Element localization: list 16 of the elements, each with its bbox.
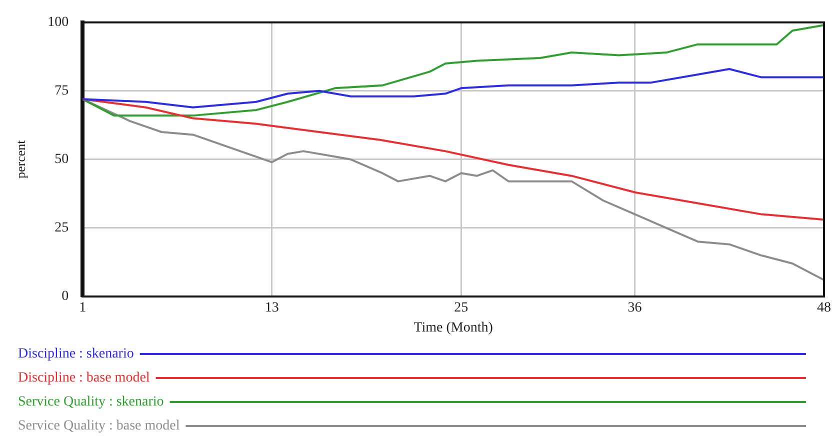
- y-axis-title: percent: [13, 140, 28, 179]
- text: Service Quality : skenario: [18, 394, 164, 410]
- x-tick-label: 1: [79, 300, 86, 316]
- x-tick-label: 36: [628, 300, 642, 316]
- y-tick-label: 25: [54, 220, 69, 236]
- y-tick-label: 100: [48, 15, 69, 30]
- x-tick-label: 48: [817, 300, 831, 316]
- x-tick-label: 13: [264, 300, 279, 316]
- text: Service Quality : base model: [18, 418, 180, 434]
- y-tick-label: 50: [54, 152, 69, 168]
- y-tick-label: 0: [62, 289, 69, 304]
- x-tick-label: 25: [454, 300, 468, 316]
- text: Discipline : base model: [18, 370, 150, 386]
- text: Discipline : skenario: [18, 346, 134, 362]
- y-tick-label: 75: [54, 84, 69, 99]
- x-axis-title: Time (Month): [414, 320, 494, 336]
